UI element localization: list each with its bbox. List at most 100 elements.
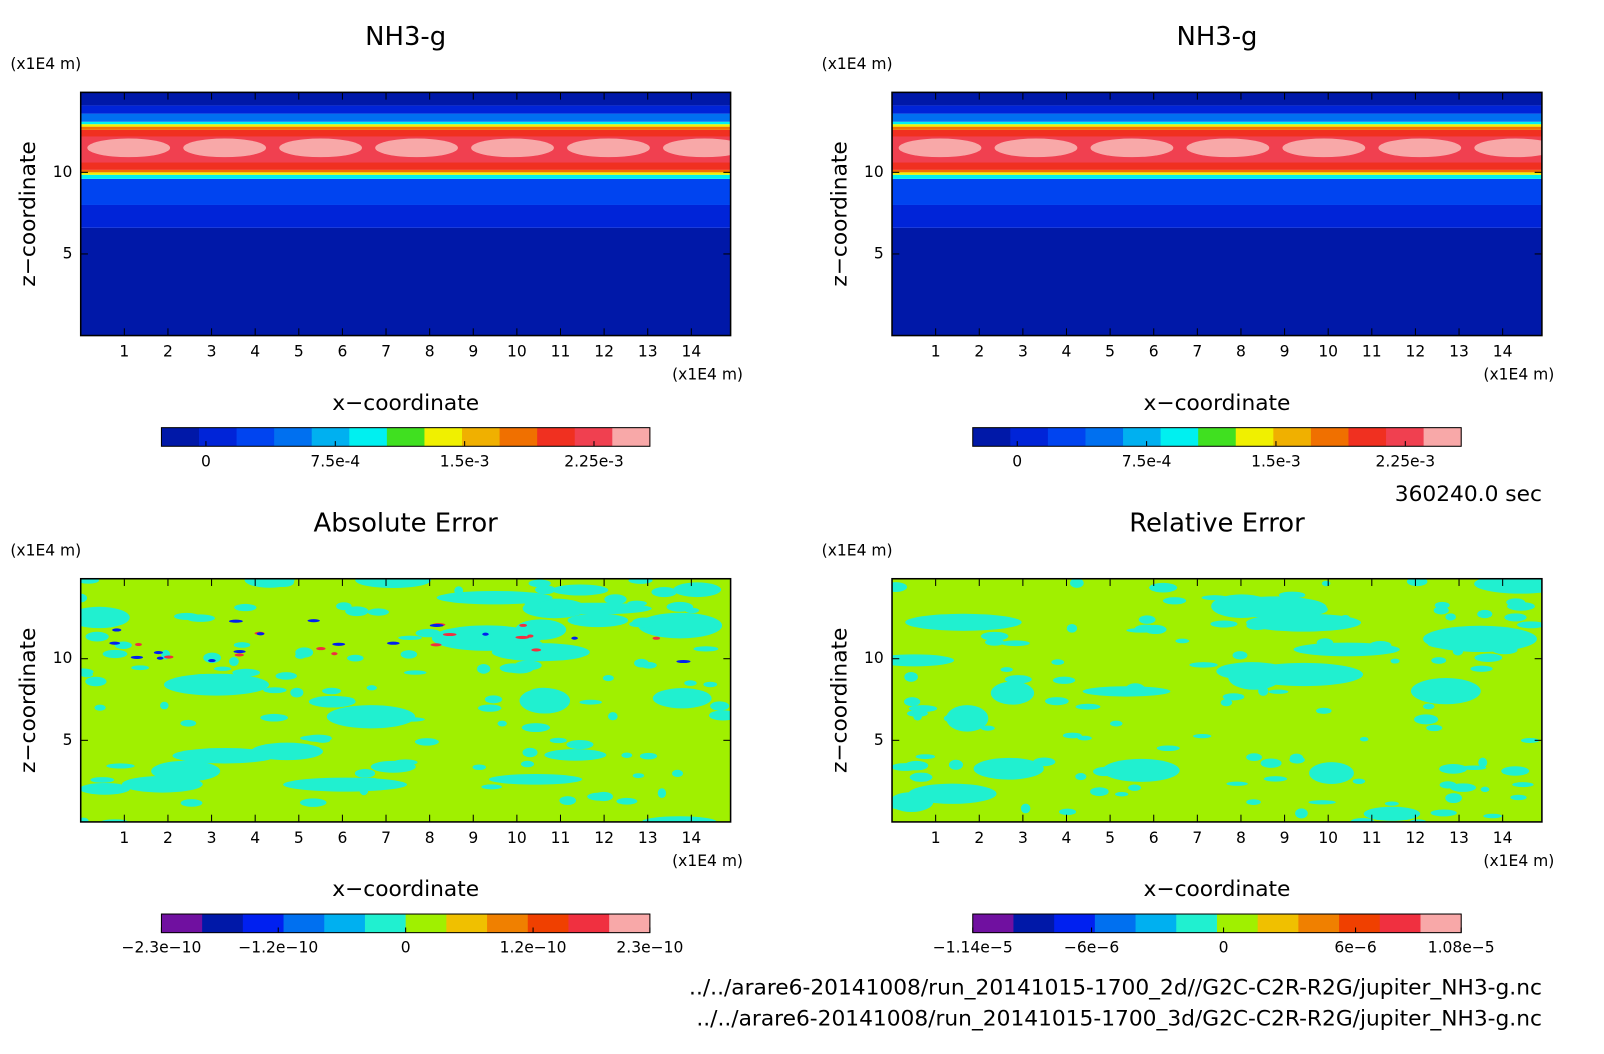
x-tick-label: 8: [1236, 343, 1246, 361]
field-band: [80, 105, 731, 114]
field-patch: [1115, 791, 1129, 797]
field-band: [80, 178, 731, 205]
field-patch: [121, 775, 203, 793]
colorbar-segment: [1135, 914, 1177, 933]
field-patch: [1138, 615, 1156, 624]
x-tick-label: 2: [163, 829, 173, 847]
field-patch: [520, 760, 535, 768]
field-patch: [639, 752, 658, 760]
colorbar-segment: [161, 914, 203, 933]
field-patch: [652, 636, 661, 640]
field-patch: [1258, 686, 1269, 696]
field-patch: [1504, 613, 1527, 622]
x-tick-label: 14: [681, 829, 701, 847]
field-patch: [80, 593, 88, 603]
field-band: [892, 113, 1542, 122]
x-axis-label: x−coordinate: [332, 877, 479, 902]
colorbar-tick-label: 0: [201, 452, 211, 470]
colorbar-tick-label: 2.3e−10: [616, 939, 683, 957]
field-patch: [1321, 580, 1331, 587]
chart-title: Absolute Error: [314, 508, 499, 538]
field-patch: [1282, 138, 1366, 158]
field-patch: [1445, 613, 1456, 621]
y-tick-label: 10: [864, 649, 884, 667]
field-patch: [1128, 784, 1141, 791]
field-patch: [1268, 689, 1289, 694]
field-patch: [232, 668, 261, 677]
x-axis-label: x−coordinate: [332, 391, 479, 416]
field-patch: [1246, 753, 1263, 762]
file-path: ../../arare6-20141008/run_20141015-1700_…: [689, 976, 1542, 1001]
field-patch: [638, 612, 723, 639]
field-patch: [1422, 625, 1537, 653]
colorbar-frame: [972, 913, 1462, 934]
colorbar-segment: [1298, 914, 1340, 933]
field-patch: [430, 643, 442, 647]
field-patch: [1223, 596, 1327, 618]
field-patch: [316, 647, 326, 651]
field: [80, 92, 731, 336]
x-unit: (x1E4 m): [1483, 365, 1554, 383]
field-patch: [602, 674, 614, 682]
field-patch: [307, 619, 320, 623]
field-patch: [1272, 619, 1284, 630]
field-patch: [1384, 801, 1399, 806]
field-patch: [1295, 808, 1308, 819]
field-patch: [375, 138, 458, 158]
field-patch: [359, 785, 369, 796]
colorbar-segment: [236, 427, 275, 447]
field-patch: [1066, 624, 1078, 633]
colorbar-tick-label: 2.25e-3: [564, 452, 624, 470]
field-patch: [515, 635, 530, 639]
colorbar-segment: [1257, 914, 1299, 933]
plot-frame: [891, 577, 1543, 823]
field-patch: [1289, 753, 1304, 762]
colorbar-segment: [274, 427, 313, 447]
field-patch: [531, 648, 542, 652]
field-patch: [400, 650, 418, 659]
colorbar-tick-label: 7.5e-4: [1122, 452, 1172, 470]
field-patch: [684, 680, 697, 686]
field-patch: [537, 600, 560, 611]
colorbar-tick-label: 2.25e-3: [1376, 452, 1436, 470]
field-patch: [671, 769, 684, 778]
x-tick-label: 2: [974, 829, 984, 847]
field-patch: [892, 654, 955, 667]
x-tick-label: 14: [681, 343, 701, 361]
x-tick-label: 14: [1493, 829, 1513, 847]
field-patch: [1033, 757, 1056, 767]
field-patch: [1461, 765, 1487, 771]
field-patch: [1378, 138, 1462, 158]
field-patch: [1406, 578, 1428, 587]
field-patch: [528, 579, 551, 588]
colorbar-segment: [574, 427, 613, 447]
x-tick-label: 11: [551, 343, 571, 361]
colorbar-segment: [446, 914, 488, 933]
field-patch: [80, 817, 89, 822]
field-patch: [153, 651, 164, 655]
colorbar-tick-label: 6e−6: [1334, 939, 1376, 957]
x-tick-label: 12: [594, 343, 614, 361]
x-tick-label: 12: [1406, 829, 1426, 847]
field-patch: [1449, 783, 1477, 792]
field-patch: [1445, 793, 1462, 804]
field-patch: [1309, 762, 1354, 784]
field-patch: [571, 636, 578, 640]
field-patch: [436, 590, 553, 605]
field-patch: [414, 738, 439, 746]
field-patch: [1470, 665, 1493, 672]
field-patch: [519, 623, 527, 627]
colorbar-tick-label: −1.14e−5: [933, 939, 1013, 957]
x-unit: (x1E4 m): [1483, 852, 1554, 870]
colorbar-segment: [527, 914, 569, 933]
colorbar-segment: [1273, 427, 1312, 447]
field-patch: [94, 704, 106, 711]
field-patch: [1430, 809, 1457, 817]
x-tick-label: 6: [1149, 829, 1159, 847]
field-patch: [135, 642, 142, 647]
field-patch: [652, 688, 712, 709]
field-patch: [478, 704, 502, 712]
field-patch: [672, 628, 690, 638]
field-patch: [431, 625, 542, 651]
field-patch: [1135, 768, 1160, 776]
